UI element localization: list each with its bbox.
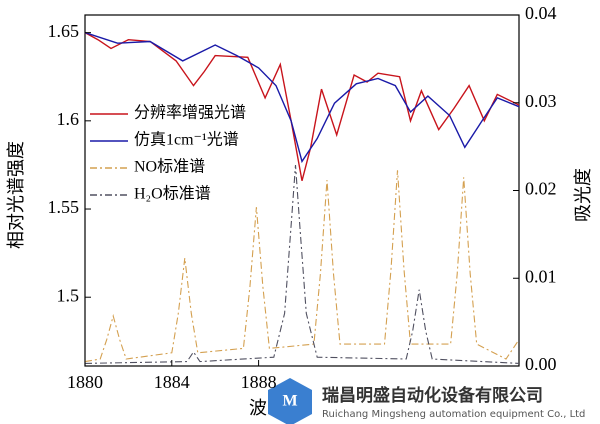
y2-tick-label: 0.01: [525, 266, 557, 286]
watermark: M 瑞昌明盛自动化设备有限公司 Ruichang Mingsheng autom…: [268, 378, 600, 424]
y2-tick-label: 0.03: [525, 91, 557, 111]
x-tick-label: 1884: [154, 372, 190, 392]
watermark-company-en: Ruichang Mingsheng automation equipment …: [322, 409, 585, 420]
y2-tick-label: 0.00: [525, 354, 557, 374]
x-tick-label: 1880: [67, 372, 103, 392]
series-line: [84, 31, 520, 164]
y-tick-label: 1.55: [48, 197, 80, 217]
y2-tick-label: 0.04: [525, 3, 557, 23]
y-tick-label: 1.6: [57, 109, 80, 129]
x-axis-label: 波: [249, 398, 267, 418]
series-line: [84, 165, 520, 364]
watermark-bg: [272, 378, 600, 424]
y2-axis-label: 吸光度: [573, 168, 593, 222]
legend-label: 仿真1cm⁻¹光谱: [134, 131, 239, 149]
x-tick-label: 1888: [241, 372, 277, 392]
legend-label: H₂O标准谱: [134, 185, 211, 203]
watermark-logo-letter: M: [282, 393, 297, 410]
watermark-logo: [268, 378, 312, 424]
y-axis-label: 相对光谱强度: [6, 141, 26, 249]
y2-tick-label: 0.02: [525, 179, 557, 199]
y-tick-label: 1.5: [57, 285, 80, 305]
y-tick-label: 1.65: [48, 21, 80, 41]
legend-label: NO标准谱: [134, 158, 205, 176]
legend-label: 分辨率增强光谱: [134, 104, 246, 122]
watermark-company: 瑞昌明盛自动化设备有限公司: [322, 385, 543, 406]
